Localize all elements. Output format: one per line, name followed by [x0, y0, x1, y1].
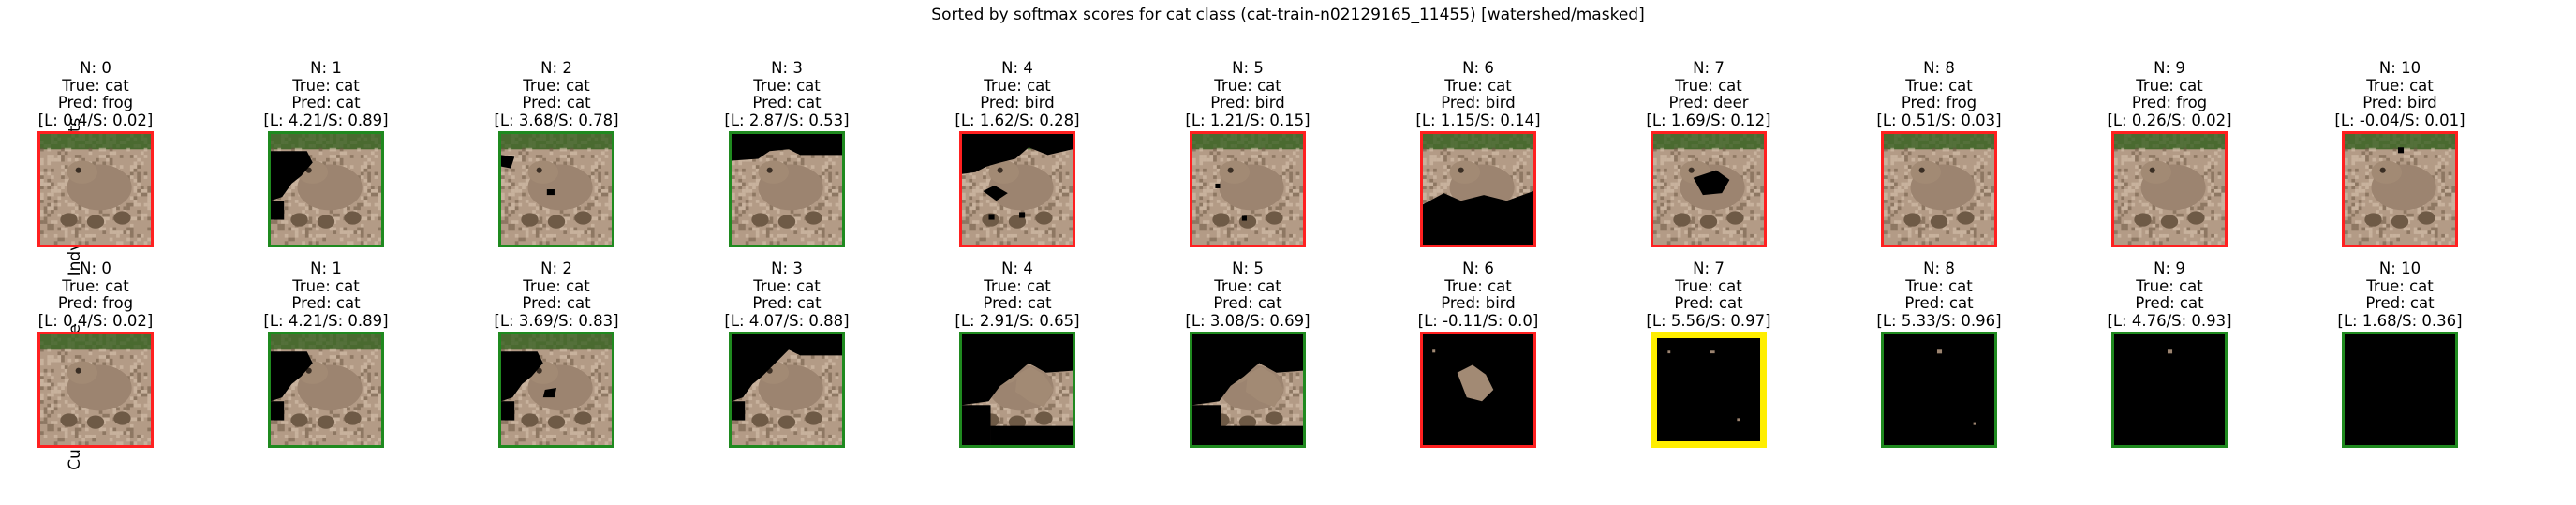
panel-index: N: 2 [444, 260, 669, 278]
panel-true-label: True: cat [2287, 278, 2512, 296]
masked-image [1657, 338, 1760, 441]
masked-image [40, 334, 151, 445]
masked-image [1884, 334, 1994, 445]
panel-index: N: 9 [2057, 260, 2282, 278]
panel-score-label: [L: 4.07/S: 0.88] [674, 313, 899, 331]
panel-index: N: 10 [2287, 260, 2512, 278]
masked-image [1192, 334, 1303, 445]
image-tile [729, 332, 845, 448]
panel-true-label: True: cat [1135, 278, 1360, 296]
image-tile [268, 332, 384, 448]
panel-score-label: [L: 3.69/S: 0.83] [444, 313, 669, 331]
panel-score-label: [L: 5.33/S: 0.96] [1827, 313, 2051, 331]
panel-true-label: True: cat [1366, 278, 1591, 296]
panel-pred-label: Pred: cat [2287, 295, 2512, 313]
panel-score-label: [L: 2.91/S: 0.65] [905, 313, 1130, 331]
panel-pred-label: Pred: cat [1135, 295, 1360, 313]
panel-pred-label: Pred: cat [214, 295, 438, 313]
panel-true-label: True: cat [1596, 278, 1821, 296]
panel-pred-label: Pred: cat [905, 295, 1130, 313]
panel-score-label: [L: -0.11/S: 0.0] [1366, 313, 1591, 331]
image-tile [1651, 332, 1767, 448]
panel-pred-label: Pred: frog [0, 295, 208, 313]
panel-score-label: [L: 5.56/S: 0.97] [1596, 313, 1821, 331]
masked-image [732, 334, 842, 445]
panel-score-label: [L: 3.08/S: 0.69] [1135, 313, 1360, 331]
panel-index: N: 0 [0, 260, 208, 278]
figure: Sorted by softmax scores for cat class (… [0, 0, 2576, 468]
panel-true-label: True: cat [214, 278, 438, 296]
panel-true-label: True: cat [2057, 278, 2282, 296]
masked-image [962, 334, 1073, 445]
masked-image [271, 334, 381, 445]
image-tile [2342, 332, 2458, 448]
panel-score-label: [L: 4.76/S: 0.93] [2057, 313, 2282, 331]
masked-image [1423, 334, 1533, 445]
panel-true-label: True: cat [905, 278, 1130, 296]
image-tile [959, 332, 1075, 448]
image-tile [498, 332, 614, 448]
panel-index: N: 6 [1366, 260, 1591, 278]
panel-pred-label: Pred: bird [1366, 295, 1591, 313]
panel-score-label: [L: 0.4/S: 0.02] [0, 313, 208, 331]
masked-image [2114, 334, 2225, 445]
panel-index: N: 4 [905, 260, 1130, 278]
panel-true-label: True: cat [0, 278, 208, 296]
panel-index: N: 8 [1827, 260, 2051, 278]
image-tile [2111, 332, 2228, 448]
image-tile [1420, 332, 1536, 448]
panel-true-label: True: cat [444, 278, 669, 296]
panel-true-label: True: cat [1827, 278, 2051, 296]
panel-pred-label: Pred: cat [444, 295, 669, 313]
masked-image [501, 334, 612, 445]
masked-image [2345, 334, 2455, 445]
panel-pred-label: Pred: cat [1596, 295, 1821, 313]
panel-pred-label: Pred: cat [1827, 295, 2051, 313]
image-tile [37, 332, 154, 448]
panel-score-label: [L: 4.21/S: 0.89] [214, 313, 438, 331]
panel-index: N: 1 [214, 260, 438, 278]
panel-pred-label: Pred: cat [2057, 295, 2282, 313]
panel-index: N: 7 [1596, 260, 1821, 278]
panel-pred-label: Pred: cat [674, 295, 899, 313]
image-tile [1881, 332, 1997, 448]
image-tile [1190, 332, 1306, 448]
panel-index: N: 3 [674, 260, 899, 278]
panel-index: N: 5 [1135, 260, 1360, 278]
panel-true-label: True: cat [674, 278, 899, 296]
panel-score-label: [L: 1.68/S: 0.36] [2287, 313, 2512, 331]
